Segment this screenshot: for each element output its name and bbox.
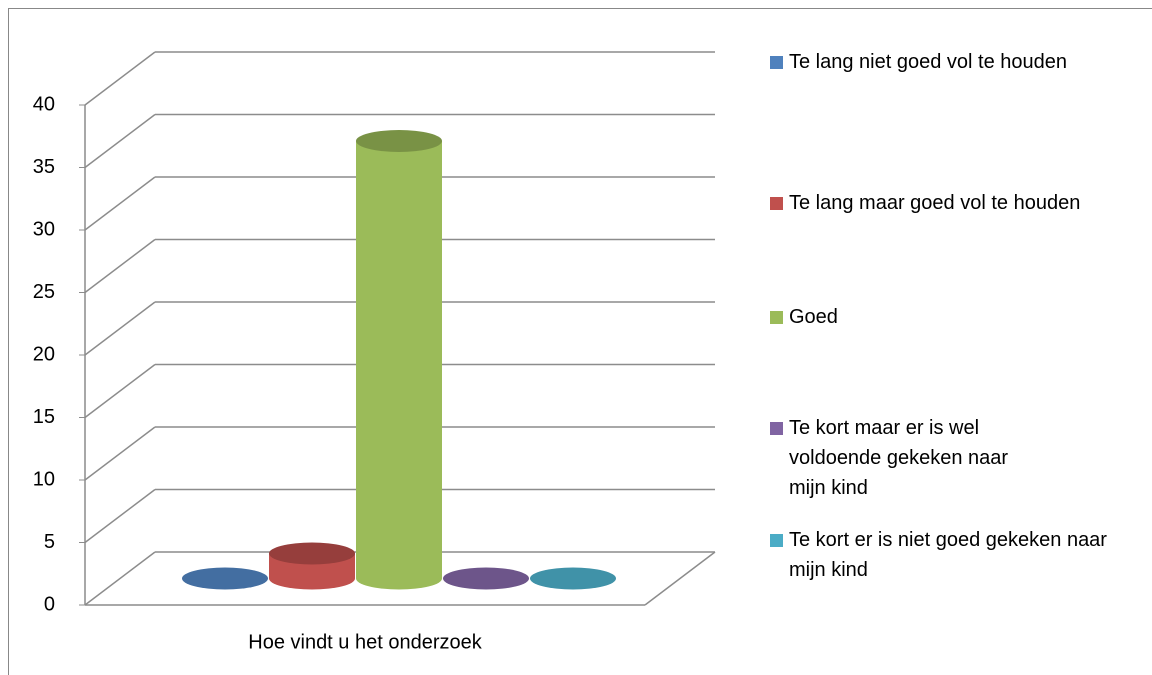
legend-label: Te lang niet goed vol te houden xyxy=(789,51,1067,73)
y-tick-label: 0 xyxy=(44,593,55,615)
bar xyxy=(182,567,268,590)
grid-line xyxy=(84,426,156,481)
y-tick-label: 25 xyxy=(33,281,55,303)
x-tick-label: Hoe vindt u het onderzoek xyxy=(248,631,482,653)
y-tick-label: 30 xyxy=(33,218,55,240)
frame xyxy=(8,8,1152,675)
legend-label: Te kort maar er is wel voldoende gekeken… xyxy=(789,417,1009,499)
y-tick-label: 35 xyxy=(33,156,55,178)
legend-swatch xyxy=(770,197,783,210)
legend-label: Te kort er is niet goed gekeken naar mij… xyxy=(789,529,1107,581)
bar-top xyxy=(269,542,355,565)
legend-item: Te lang niet goed vol te houden xyxy=(770,47,1129,77)
legend-item: Goed xyxy=(770,302,1129,332)
legend-label: Goed xyxy=(789,306,838,328)
y-tick-label: 15 xyxy=(33,406,55,428)
legend-label: Te lang maar goed vol te houden xyxy=(789,192,1081,214)
bar-top xyxy=(356,130,442,152)
grid-line xyxy=(84,488,156,544)
bar xyxy=(443,567,529,590)
grid-line xyxy=(84,363,156,419)
y-tick-label: 10 xyxy=(33,468,55,490)
legend-swatch xyxy=(770,422,783,435)
grid-line xyxy=(84,301,156,356)
legend-swatch xyxy=(770,534,783,547)
bar xyxy=(356,141,442,579)
legend-swatch xyxy=(770,311,783,324)
floor-edge xyxy=(644,551,716,606)
bar xyxy=(530,567,616,590)
legend-swatch xyxy=(770,56,783,69)
grid-line xyxy=(84,176,156,231)
legend-item: Te kort er is niet goed gekeken naar mij… xyxy=(770,525,1129,585)
grid-line xyxy=(84,238,156,294)
y-tick-label: 5 xyxy=(44,531,55,553)
legend-item: Te lang maar goed vol te houden xyxy=(770,188,1089,218)
grid-line xyxy=(84,51,156,106)
y-tick-label: 40 xyxy=(33,93,55,115)
grid-line xyxy=(84,551,156,606)
grid-line xyxy=(84,113,156,169)
legend-item: Te kort maar er is wel voldoende gekeken… xyxy=(770,413,1049,503)
y-tick-label: 20 xyxy=(33,343,55,365)
